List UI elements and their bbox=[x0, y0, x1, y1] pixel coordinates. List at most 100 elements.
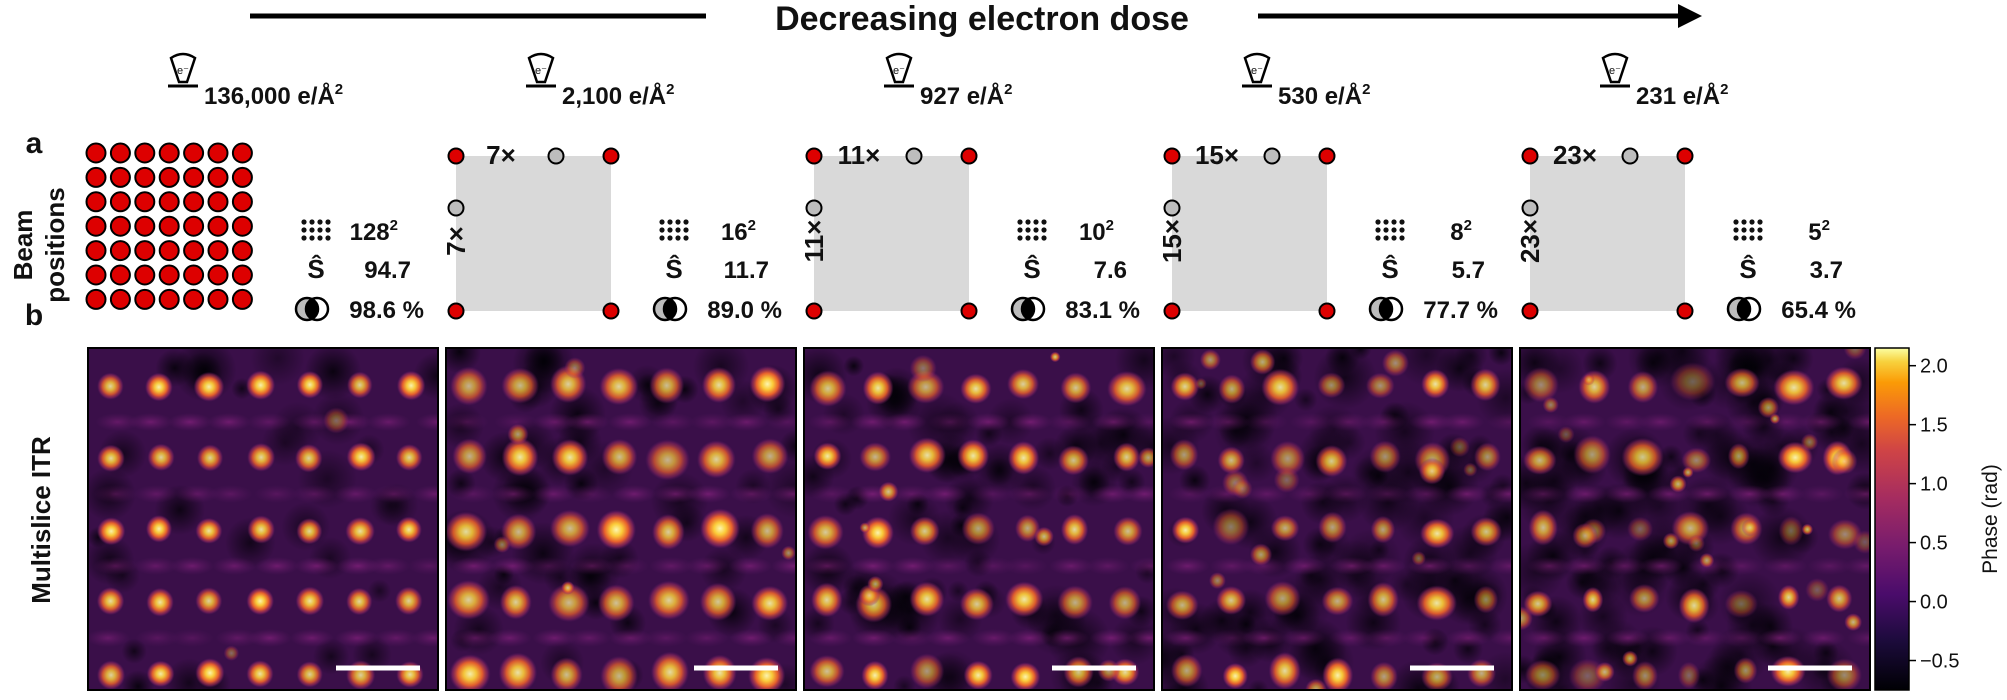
colorbar-tick-label: −0.5 bbox=[1920, 651, 1959, 673]
electron-gun-icon: e⁻ bbox=[1242, 52, 1272, 88]
grid-icon bbox=[1733, 219, 1763, 241]
beam-position-dot bbox=[158, 191, 180, 213]
scan-area bbox=[456, 156, 611, 311]
skipped-position-dot bbox=[447, 199, 465, 217]
colorbar-tick-label: 1.5 bbox=[1920, 415, 1948, 437]
colorbar-gradient bbox=[1874, 347, 1910, 691]
beam-position-dot bbox=[805, 302, 823, 320]
beam-position-dot bbox=[85, 166, 107, 188]
phase-colorbar: 2.0 1.5 1.0 0.5 0.0 −0.5 bbox=[1874, 347, 1959, 691]
overlap-icon bbox=[1010, 296, 1046, 322]
dose-value: 530 e/Å2 bbox=[1278, 81, 1370, 110]
beam-position-dot bbox=[109, 166, 131, 188]
probe-overlap-value: 98.6 % bbox=[349, 297, 424, 324]
beam-position-dot bbox=[207, 264, 229, 286]
beam-position-dot bbox=[109, 142, 131, 164]
dose-value: 136,000 e/Å2 bbox=[204, 81, 343, 110]
beam-position-dot bbox=[183, 215, 205, 237]
subsample-label-horizontal: 15× bbox=[1195, 140, 1239, 170]
s-hat-symbol: Ŝ bbox=[1381, 254, 1398, 284]
beam-position-dot bbox=[183, 264, 205, 286]
atom-columns bbox=[446, 365, 789, 690]
beam-position-dot bbox=[109, 215, 131, 237]
dose-value: 2,100 e/Å2 bbox=[562, 81, 674, 110]
electron-gun-icon: e⁻ bbox=[526, 52, 556, 88]
colorbar-tick-label: 1.0 bbox=[1920, 474, 1948, 496]
beam-position-dot bbox=[85, 264, 107, 286]
subsample-label-vertical: 7× bbox=[441, 226, 471, 256]
beam-position-dot bbox=[134, 166, 156, 188]
subsample-label-vertical: 23× bbox=[1515, 219, 1545, 263]
skipped-position-dot bbox=[547, 147, 565, 165]
beam-position-dot bbox=[1521, 147, 1539, 165]
scan-grid-size: 82 bbox=[1450, 217, 1472, 246]
beam-position-dot bbox=[158, 264, 180, 286]
dose-value: 927 e/Å2 bbox=[920, 81, 1012, 110]
beam-position-dot bbox=[231, 191, 253, 213]
electron-gun-icon: e⁻ bbox=[168, 52, 198, 88]
beam-position-dot bbox=[207, 288, 229, 310]
beam-position-dot bbox=[207, 166, 229, 188]
beam-position-dot bbox=[447, 302, 465, 320]
electron-gun-icon: e⁻ bbox=[1600, 52, 1630, 88]
beam-position-dot bbox=[805, 147, 823, 165]
beam-position-dot bbox=[158, 142, 180, 164]
subsample-label-vertical: 15× bbox=[1157, 219, 1187, 263]
svg-text:e⁻: e⁻ bbox=[535, 65, 547, 77]
grid-icon bbox=[301, 219, 331, 241]
colorbar-tick-label: 2.0 bbox=[1920, 356, 1948, 378]
beam-position-dot bbox=[85, 142, 107, 164]
figure-title: Decreasing electron dose bbox=[775, 0, 1189, 38]
beam-position-dot bbox=[85, 191, 107, 213]
scan-grid-size: 102 bbox=[1079, 217, 1114, 246]
beam-position-dot bbox=[1163, 302, 1181, 320]
beam-position-dot bbox=[447, 147, 465, 165]
beam-position-dot bbox=[183, 142, 205, 164]
column-dose-2: e⁻ 2,100 e/Å2 7× 7× 162 Ŝ 11.7 89.0 % bbox=[441, 52, 797, 691]
beam-position-dot bbox=[1163, 147, 1181, 165]
full-beam-grid bbox=[85, 142, 253, 310]
beam-position-dot bbox=[134, 215, 156, 237]
s-hat-value: 5.7 bbox=[1452, 257, 1485, 284]
phase-map bbox=[1519, 347, 1871, 691]
svg-text:e⁻: e⁻ bbox=[893, 65, 905, 77]
beam-position-dot bbox=[85, 288, 107, 310]
phase-map bbox=[1161, 347, 1513, 691]
beam-position-dot bbox=[183, 166, 205, 188]
beam-position-dot bbox=[134, 142, 156, 164]
skipped-position-dot bbox=[905, 147, 923, 165]
scan-grid-size: 1282 bbox=[350, 217, 398, 246]
dose-arrow bbox=[250, 4, 1702, 28]
colorbar-label: Phase (rad) bbox=[1979, 464, 2002, 574]
subsample-label-horizontal: 23× bbox=[1553, 140, 1597, 170]
beam-position-dot bbox=[1318, 302, 1336, 320]
probe-overlap-value: 83.1 % bbox=[1065, 297, 1140, 324]
beam-position-dot bbox=[134, 264, 156, 286]
svg-text:e⁻: e⁻ bbox=[1251, 65, 1263, 77]
scan-area bbox=[814, 156, 969, 311]
beam-position-dot bbox=[231, 288, 253, 310]
beam-position-dot bbox=[109, 288, 131, 310]
beam-position-dot bbox=[109, 264, 131, 286]
beam-position-dot bbox=[109, 191, 131, 213]
column-dose-1: e⁻ 136,000 e/Å2 1282 Ŝ 94.7 98.6 % bbox=[85, 52, 439, 691]
subsample-label-vertical: 11× bbox=[799, 220, 829, 263]
beam-position-dot bbox=[960, 147, 978, 165]
beam-position-dot bbox=[183, 191, 205, 213]
overlap-icon bbox=[1726, 296, 1762, 322]
dose-value: 231 e/Å2 bbox=[1636, 81, 1728, 110]
beam-position-dot bbox=[231, 240, 253, 262]
scan-area bbox=[1172, 156, 1327, 311]
beam-positions-title-line2: positions bbox=[40, 187, 70, 303]
row-a-label: a bbox=[26, 127, 43, 160]
beam-position-dot bbox=[960, 302, 978, 320]
s-hat-value: 7.6 bbox=[1094, 257, 1127, 284]
beam-position-dot bbox=[602, 147, 620, 165]
beam-position-dot bbox=[207, 240, 229, 262]
row-b-label: b bbox=[25, 299, 43, 332]
s-hat-symbol: Ŝ bbox=[307, 254, 324, 284]
scan-grid-size: 52 bbox=[1808, 217, 1830, 246]
beam-position-dot bbox=[183, 288, 205, 310]
skipped-position-dot bbox=[805, 199, 823, 217]
